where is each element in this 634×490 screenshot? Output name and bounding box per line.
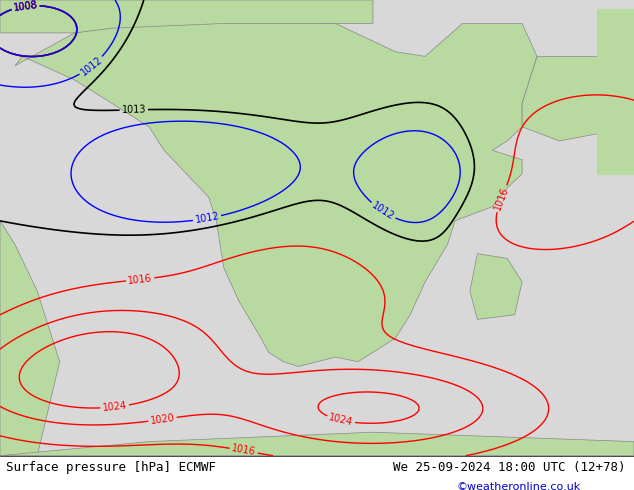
Text: 1013: 1013: [122, 104, 146, 115]
Text: 1008: 1008: [13, 0, 38, 13]
Text: 1008: 1008: [13, 0, 38, 13]
Polygon shape: [0, 221, 60, 456]
Text: 1016: 1016: [231, 443, 257, 458]
Text: 1012: 1012: [370, 200, 396, 222]
Text: 1016: 1016: [127, 273, 153, 286]
Polygon shape: [15, 21, 537, 367]
Text: 1012: 1012: [194, 211, 220, 225]
Text: 1024: 1024: [102, 401, 127, 413]
Text: Surface pressure [hPa] ECMWF: Surface pressure [hPa] ECMWF: [6, 461, 216, 474]
Text: 1020: 1020: [150, 413, 176, 426]
Polygon shape: [522, 56, 634, 141]
Bar: [597, 9, 634, 174]
Polygon shape: [0, 0, 373, 33]
Text: 1024: 1024: [328, 413, 354, 428]
Polygon shape: [470, 254, 522, 319]
Text: 1008: 1008: [13, 0, 38, 13]
Polygon shape: [0, 432, 634, 456]
Text: 1012: 1012: [79, 55, 104, 78]
Text: We 25-09-2024 18:00 UTC (12+78): We 25-09-2024 18:00 UTC (12+78): [393, 461, 626, 474]
Text: 1016: 1016: [493, 185, 510, 212]
Text: ©weatheronline.co.uk: ©weatheronline.co.uk: [456, 482, 581, 490]
